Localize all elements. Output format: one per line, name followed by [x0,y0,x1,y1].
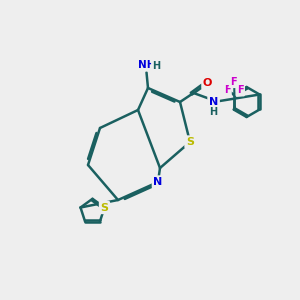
Text: O: O [203,78,212,88]
Text: N: N [153,177,163,187]
Text: N: N [209,97,218,107]
Text: F: F [224,85,230,95]
Text: F: F [237,85,244,95]
Text: S: S [186,137,194,147]
Text: NH: NH [138,60,155,70]
Text: H: H [152,61,160,71]
Text: F: F [230,76,237,87]
Text: S: S [100,202,109,212]
Text: H: H [209,106,218,117]
